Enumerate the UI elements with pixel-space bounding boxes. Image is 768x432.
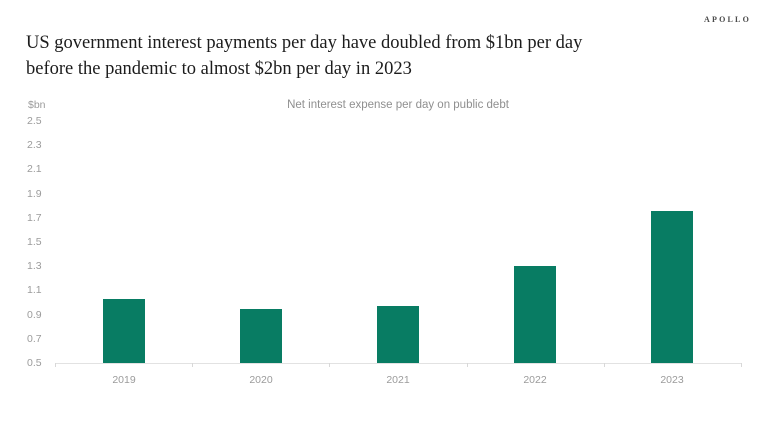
chart-headline-line1: US government interest payments per day …	[26, 33, 583, 53]
chart-subtitle: Net interest expense per day on public d…	[287, 99, 509, 111]
y-tick-label-2.3: 2.3	[27, 139, 42, 152]
y-tick-label-2.1: 2.1	[27, 163, 42, 176]
x-tick-label-2021: 2021	[386, 374, 410, 386]
y-tick-label-1.3: 1.3	[27, 260, 42, 273]
x-tick-label-2023: 2023	[660, 374, 684, 386]
bar-2021	[377, 306, 419, 363]
x-axis-tick	[604, 363, 605, 367]
x-axis-tick	[55, 363, 56, 367]
y-tick-label-1.7: 1.7	[27, 211, 42, 224]
x-tick-label-2022: 2022	[523, 374, 547, 386]
bar-2022	[514, 266, 556, 363]
bar-2023	[651, 211, 693, 363]
x-axis-tick	[329, 363, 330, 367]
y-axis-unit-label: $bn	[28, 99, 46, 111]
y-tick-label-0.7: 0.7	[27, 332, 42, 345]
apollo-logo: APOLLO	[704, 15, 751, 24]
x-axis-tick	[741, 363, 742, 367]
x-axis-tick	[192, 363, 193, 367]
y-tick-label-0.5: 0.5	[27, 357, 42, 369]
x-axis-tick	[467, 363, 468, 367]
y-tick-label-1.9: 1.9	[27, 187, 42, 200]
y-tick-label-0.9: 0.9	[27, 308, 42, 321]
x-tick-label-2019: 2019	[112, 374, 136, 386]
x-axis-line	[55, 363, 741, 364]
chart-headline-line2: before the pandemic to almost $2bn per d…	[26, 59, 412, 79]
y-tick-label-1.1: 1.1	[27, 284, 42, 297]
y-tick-label-2.5: 2.5	[27, 115, 42, 127]
chart-headline: US government interest payments per day …	[26, 30, 706, 82]
x-tick-label-2020: 2020	[249, 374, 273, 386]
bar-2019	[103, 299, 145, 363]
y-tick-label-1.5: 1.5	[27, 236, 42, 248]
bar-2020	[240, 309, 282, 363]
